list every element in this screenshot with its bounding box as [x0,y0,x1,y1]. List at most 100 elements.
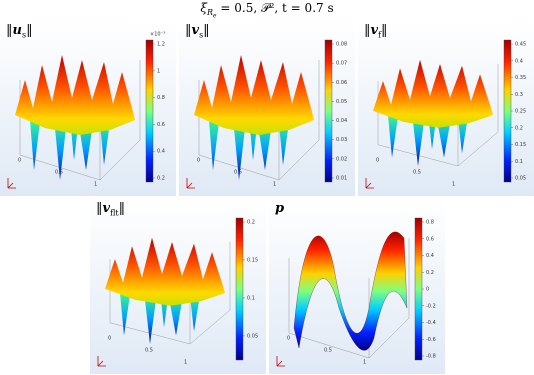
axis-triad [97,356,106,367]
axis-tick-label: 0.5 [234,170,242,176]
colorbar-tick-label: 1 [157,68,160,74]
colorbar-tick-label: 0.4 [515,58,523,64]
panel-title: ‖vflt‖ [96,201,125,218]
axis-tick-label: 1 [94,182,97,188]
colorbar-tick-label: 0.03 [336,137,347,143]
colorbar-tick-label: 0.1 [247,295,255,301]
panel-title: p [275,201,284,216]
colorbar-tick-label: 0.15 [247,257,258,263]
surface [193,54,320,181]
norm-open: ‖ [96,201,103,216]
colorbar [235,217,244,361]
panel-sub: s [199,30,204,40]
colorbar-tick-label: 1.2 [157,42,165,48]
panel-sub: s [21,30,27,40]
plot: 0.45 0.4 0.35 0.3 0.25 0.2 0.15 0.1 0.05 0 0.5 1 [365,39,526,189]
colorbar-tick-label: 0.07 [336,61,347,67]
norm-open: ‖ [364,23,371,38]
axis-tick-label: 1 [184,360,187,366]
axis-tick-label: 0 [108,336,111,342]
colorbar-tick-label: 0.02 [336,156,347,162]
norm-close: ‖ [118,201,126,216]
axis-tick-label: 0.5 [145,348,153,354]
norm-close: ‖ [381,23,388,38]
plot: 0.8 0.6 0.4 0.2 0 -0.2 -0.4 -0.6 -0.8 0 0.5 1 [276,217,436,367]
title-subsub: e [213,12,217,20]
axis-triad [7,178,16,189]
panel-title: ‖us‖ [6,23,33,40]
colorbar-tick-label: 0.01 [336,176,347,182]
colorbar-exponent: ×10⁻³ [150,32,165,38]
axis-triad [276,356,285,367]
colorbar-tick-label: 0.2 [426,270,434,276]
colorbar-tick-label: 0.2 [515,125,523,131]
norm-open: ‖ [185,23,192,38]
colorbar [503,39,512,183]
plot-panel: ‖vs‖ 0.08 0.07 0.06 0.05 0.04 0.03 0.02 0.01 0 0.5… [179,20,355,196]
axis-tick-label: 1 [273,182,276,188]
colorbar-tick-label: 0.08 [336,42,347,48]
colorbar-tick-label: 0.15 [515,142,526,148]
colorbar [414,217,423,361]
panel-symbol: u [12,23,22,38]
axis-triad [186,178,195,189]
colorbar-tick-label: 0.6 [426,236,434,242]
surface [14,54,141,181]
panel-title: ‖vs‖ [185,23,210,40]
colorbar-tick-label: 0.4 [426,253,434,259]
colorbar-tick-label: 0.05 [247,333,258,339]
colorbar-tick-label: 0.2 [247,220,255,226]
norm-close: ‖ [26,23,33,38]
axis-tick-label: 0 [376,158,379,164]
colorbar-tick-label: 0.6 [157,122,165,128]
figure-title: ξRe = 0.5, 𝒫², t = 0.7 s [0,1,534,20]
axis-tick-label: 0 [18,158,21,164]
colorbar-tick-label: 0.45 [515,42,526,48]
panel-title: ‖vf‖ [364,23,388,40]
colorbar-tick-label: 0.04 [336,118,347,124]
colorbar-tick-label: 0.35 [515,75,526,81]
plot-panel: p 0.8 0.6 0.4 0.2 0 -0.2 -0.4 -0.6 -0.8 0 0.5 1 [269,198,445,374]
colorbar-tick-label: 0.05 [336,99,347,105]
colorbar-tick-label: 0 [426,287,429,293]
plot-panel: ‖us‖ ×10⁻³ 1.2 1 0.8 0.6 0.4 0.2 0 0.5 1 [0,20,176,196]
title-symbol: ξ [200,1,207,15]
colorbar [145,39,154,183]
plot: 0.08 0.07 0.06 0.05 0.04 0.03 0.02 0.01 0 0.5 1 [186,39,347,189]
colorbar-tick-label: 0.4 [157,149,165,155]
colorbar-tick-label: 0.1 [515,159,523,165]
panel-sub: flt [110,208,119,218]
colorbar-tick-label: 0.2 [157,176,165,182]
norm-open: ‖ [6,23,13,38]
axis-tick-label: 0 [197,158,200,164]
colorbar-tick-label: 0.05 [515,176,526,182]
colorbar-tick-label: 0.3 [515,92,523,98]
plot-panel: ‖vf‖ 0.45 0.4 0.35 0.3 0.25 0.2 0.15 0.1 0.05 0 0.5… [358,20,534,196]
plot: ×10⁻³ 1.2 1 0.8 0.6 0.4 0.2 0 0.5 1 [7,32,165,189]
colorbar-tick-label: -0.2 [426,303,436,309]
axis-tick-label: 0.5 [413,170,421,176]
colorbar-tick-label: -0.4 [426,320,436,326]
plot-panel: ‖vflt‖ 0.2 0.15 0.1 0.05 0 0.5 1 [90,198,266,374]
axis-tick-label: 0.5 [55,170,63,176]
plot: 0.2 0.15 0.1 0.05 0 0.5 1 [97,217,258,367]
surface [293,231,408,351]
colorbar-tick-label: 0.06 [336,80,347,86]
axis-tick-label: 1 [363,360,366,366]
panel-sub: f [378,30,382,40]
title-rest: = 0.5, 𝒫², t = 0.7 s [216,1,334,15]
panel-symbol: p [275,201,285,216]
norm-close: ‖ [203,23,210,38]
surface [104,237,231,345]
colorbar-tick-label: -0.8 [426,354,436,360]
axis-tick-label: 1 [452,182,455,188]
colorbar-tick-label: 0.8 [157,95,165,101]
panel-symbol: v [370,23,379,38]
colorbar [324,39,333,183]
colorbar-tick-label: 0.25 [515,109,526,115]
colorbar-tick-label: 0.8 [426,220,434,226]
panel-symbol: v [102,201,111,216]
axis-tick-label: 0.5 [324,348,332,354]
panel-symbol: v [191,23,200,38]
